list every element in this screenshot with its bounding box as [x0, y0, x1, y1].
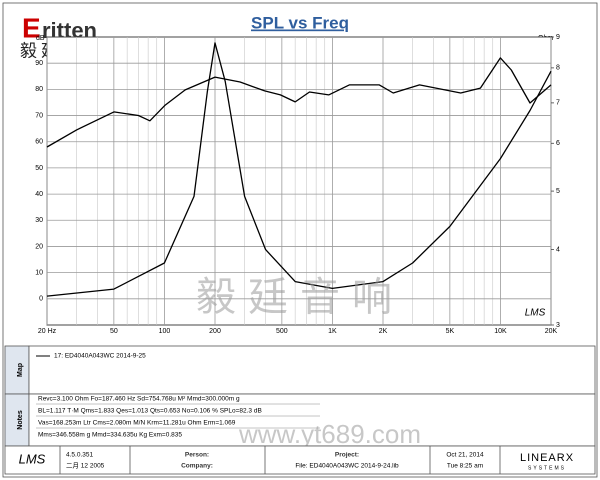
y-tick-label: 50: [35, 165, 43, 172]
y-tick-label: 20: [35, 243, 43, 250]
x-tick-label: 100: [159, 328, 171, 335]
footer-project: Project:: [335, 452, 359, 459]
note-line: Mms=346.558m g Mmd=334.635u Kg Exm=0.835: [38, 432, 182, 439]
note-line: Revc=3.100 Ohm Fo=187.460 Hz Sd=754.768u…: [38, 396, 240, 403]
x-tick-label: 500: [276, 328, 288, 335]
y-tick-label: 60: [35, 139, 43, 146]
lms-mark: LMS: [525, 308, 546, 319]
note-line: Vas=168.253m Ltr Cms=2.080m M/N Krm=11.2…: [38, 420, 236, 427]
y-tick-label: 0: [39, 296, 43, 303]
y2-tick-label: 3: [556, 322, 560, 329]
watermark-url: www.yt689.com: [238, 419, 421, 449]
y2-tick-label: 6: [556, 140, 560, 147]
y2-tick-label: 7: [556, 100, 560, 107]
plot-area: [46, 36, 552, 326]
y2-tick-label: 9: [556, 34, 560, 41]
footer-version: 4.5.0.351: [66, 452, 93, 459]
notes-panel: [28, 393, 596, 447]
map-panel: [28, 345, 596, 395]
notes-strip: [4, 393, 30, 447]
x-tick-label: 20K: [545, 328, 558, 335]
map-label: Map: [17, 363, 24, 377]
footer-company: Company:: [181, 463, 213, 470]
footer-brand: LINEARX: [520, 452, 574, 464]
y-tick-label: 70: [35, 112, 43, 119]
footer: [4, 445, 596, 475]
watermark-chinese: 毅廷音响: [196, 276, 404, 320]
x-tick-label: 20 Hz: [38, 328, 57, 335]
y-axis-label: dB: [36, 35, 45, 42]
x-tick-label: 50: [110, 328, 118, 335]
y-tick-label: 80: [35, 86, 43, 93]
chart-title: SPL vs Freq: [251, 13, 349, 32]
y2-tick-label: 4: [556, 246, 560, 253]
notes-label: Notes: [17, 410, 24, 430]
y-tick-label: 30: [35, 217, 43, 224]
x-tick-label: 5K: [446, 328, 455, 335]
y-tick-label: 90: [35, 60, 43, 67]
y-tick-label: 40: [35, 191, 43, 198]
x-tick-label: 2K: [379, 328, 388, 335]
x-tick-label: 10K: [494, 328, 507, 335]
map-strip: [4, 345, 30, 395]
y2-tick-label: 5: [556, 188, 560, 195]
series-line: [46, 42, 552, 297]
legend-entry: 17: ED4040A043WC 2014-9-25: [54, 353, 146, 360]
note-line: BL=1.117 T·M Qms=1.833 Qes=1.013 Qts=0.6…: [38, 408, 262, 415]
footer-brand-sub: SYSTEMS: [528, 465, 566, 471]
footer-date: 二月 12 2005: [66, 462, 105, 470]
y-tick-label: 10: [35, 269, 43, 276]
y2-tick-label: 8: [556, 65, 560, 72]
x-tick-label: 1K: [328, 328, 337, 335]
footer-file: File: ED4040A043WC 2014-9-24.lib: [295, 463, 399, 470]
x-tick-label: 200: [209, 328, 221, 335]
footer-person: Person:: [185, 452, 209, 459]
footer-logo: LMS: [19, 451, 46, 466]
footer-day: Oct 21, 2014: [446, 452, 484, 459]
series-line: [46, 57, 552, 148]
logo-e: E: [22, 12, 41, 43]
footer-time: Tue 8:25 am: [447, 463, 483, 470]
